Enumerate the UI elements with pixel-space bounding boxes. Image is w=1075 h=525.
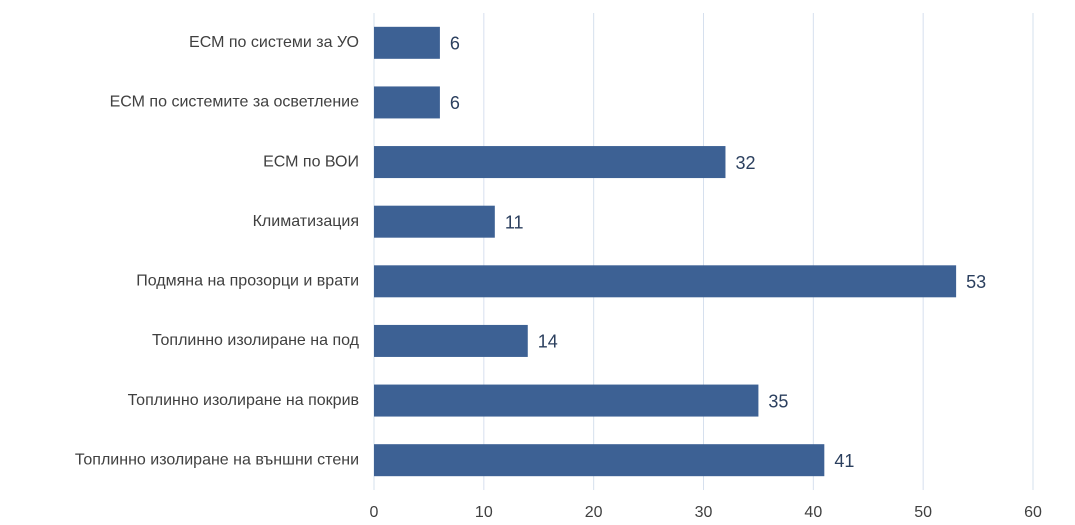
- bar: [374, 444, 825, 477]
- bar: [374, 384, 759, 417]
- x-tick-label: 60: [1024, 504, 1042, 521]
- bar: [374, 205, 495, 238]
- data-label: 41: [834, 451, 854, 471]
- y-tick-label: ЕСМ по системите за осветление: [110, 94, 359, 111]
- data-label: 53: [966, 272, 986, 292]
- data-label: 6: [450, 34, 460, 54]
- bar: [374, 324, 528, 357]
- x-tick-label: 0: [370, 504, 379, 521]
- data-label: 14: [538, 332, 558, 352]
- y-tick-label: ЕСМ по ВОИ: [263, 153, 359, 170]
- data-label: 35: [768, 391, 788, 411]
- y-tick-label: Топлинно изолиране на външни стени: [75, 451, 359, 468]
- data-label: 32: [735, 153, 755, 173]
- x-tick-label: 20: [585, 504, 603, 521]
- y-tick-label: Топлинно изолиране на под: [152, 332, 360, 349]
- data-label: 6: [450, 93, 460, 113]
- x-tick-label: 40: [804, 504, 822, 521]
- bar: [374, 26, 440, 59]
- y-tick-label: Подмяна на прозорци и врати: [136, 273, 359, 290]
- x-tick-label: 30: [695, 504, 713, 521]
- x-tick-label: 10: [475, 504, 493, 521]
- y-tick-label: ЕСМ по системи за УО: [189, 34, 359, 51]
- data-label: 11: [505, 212, 524, 232]
- bar: [374, 146, 726, 179]
- y-tick-label: Топлинно изолиране на покрив: [128, 392, 359, 409]
- bar: [374, 265, 957, 298]
- x-tick-label: 50: [914, 504, 932, 521]
- bar: [374, 86, 440, 119]
- y-tick-label: Климатизация: [253, 213, 359, 230]
